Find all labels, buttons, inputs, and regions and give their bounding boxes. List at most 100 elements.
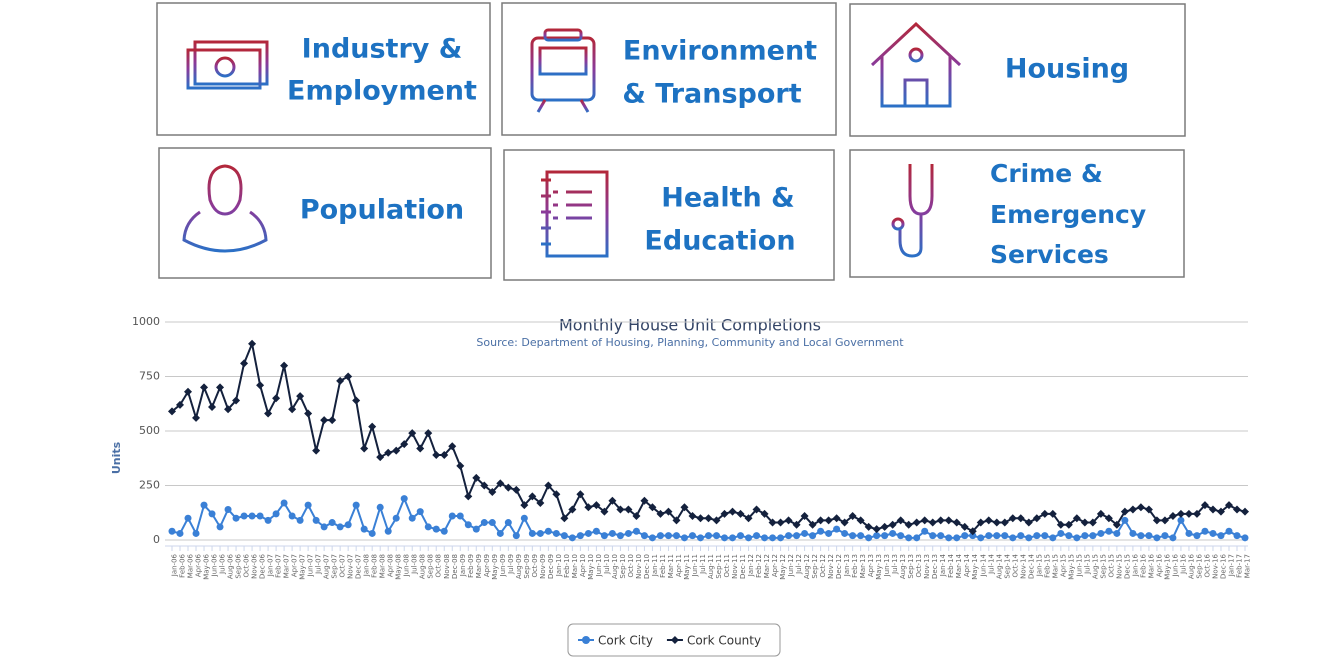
point bbox=[664, 532, 672, 540]
x-tick-label: Feb-16 bbox=[1139, 553, 1147, 577]
point bbox=[936, 516, 945, 525]
point bbox=[1129, 529, 1137, 537]
point bbox=[168, 407, 176, 416]
point bbox=[688, 512, 697, 521]
x-tick-label: Dec-10 bbox=[643, 554, 651, 579]
x-tick-label: Aug-12 bbox=[803, 554, 811, 579]
point bbox=[896, 516, 905, 525]
chart: Monthly House Unit Completions Source: D… bbox=[110, 315, 1252, 657]
y-tick-label: 1000 bbox=[132, 315, 160, 328]
legend-item[interactable]: Cork County bbox=[666, 634, 761, 648]
x-tick-label: Mar-11 bbox=[667, 554, 675, 578]
tile-box[interactable] bbox=[503, 149, 835, 281]
point bbox=[729, 534, 737, 542]
tile[interactable]: Health & Education bbox=[503, 149, 835, 281]
tile[interactable]: Environment & Transport bbox=[501, 2, 837, 136]
tile[interactable]: Housing bbox=[849, 3, 1186, 137]
point bbox=[592, 501, 601, 510]
point bbox=[184, 514, 192, 522]
point bbox=[208, 403, 217, 412]
point bbox=[464, 521, 472, 529]
point bbox=[304, 409, 313, 418]
x-tick-label: Jun-08 bbox=[403, 554, 411, 577]
point bbox=[1080, 518, 1089, 527]
point bbox=[624, 505, 633, 514]
x-tick-label: Oct-08 bbox=[435, 554, 443, 578]
x-tick-label: Aug-10 bbox=[611, 554, 619, 579]
x-tick-label: Dec-15 bbox=[1123, 554, 1131, 579]
tile[interactable]: Industry & Employment bbox=[156, 2, 491, 136]
x-tick-label: Apr-11 bbox=[675, 554, 683, 577]
x-tick-label: Dec-08 bbox=[451, 554, 459, 579]
point bbox=[640, 496, 649, 505]
tile-box[interactable] bbox=[156, 2, 491, 136]
x-tick-label: Apr-16 bbox=[1155, 553, 1163, 577]
point bbox=[400, 495, 408, 503]
x-tick-label: Mar-13 bbox=[859, 554, 867, 578]
point bbox=[536, 529, 544, 537]
x-tick-label: Jun-09 bbox=[499, 554, 507, 577]
x-tick-label: Jan-11 bbox=[651, 554, 659, 577]
point bbox=[768, 518, 777, 527]
point bbox=[760, 509, 769, 518]
point bbox=[737, 532, 745, 540]
point bbox=[384, 448, 393, 457]
legend-label: Cork County bbox=[687, 634, 761, 648]
point bbox=[192, 529, 200, 537]
point bbox=[705, 532, 712, 540]
x-tick-label: Sep-10 bbox=[619, 554, 627, 579]
point bbox=[1201, 527, 1209, 535]
x-tick-label: Feb-09 bbox=[467, 554, 475, 578]
point bbox=[528, 492, 537, 501]
tile-box[interactable] bbox=[501, 2, 837, 136]
point bbox=[833, 525, 841, 533]
point bbox=[1017, 532, 1025, 540]
x-tick-label: Jan-08 bbox=[363, 554, 371, 577]
point bbox=[632, 512, 641, 521]
point bbox=[1024, 518, 1033, 527]
x-tick-label: Jul-09 bbox=[507, 554, 515, 575]
chart-title: Monthly House Unit Completions bbox=[559, 316, 821, 335]
tile[interactable]: Population bbox=[158, 147, 492, 279]
point bbox=[320, 523, 328, 531]
point bbox=[432, 525, 440, 533]
x-tick-label: Jul-12 bbox=[795, 554, 803, 575]
point bbox=[472, 525, 480, 533]
x-tick-label: Nov-15 bbox=[1115, 554, 1123, 579]
point bbox=[784, 516, 793, 525]
point bbox=[640, 532, 648, 540]
point bbox=[456, 461, 465, 470]
point bbox=[216, 523, 224, 531]
point bbox=[777, 534, 785, 542]
point bbox=[1120, 507, 1129, 516]
point bbox=[953, 534, 961, 542]
point bbox=[352, 396, 361, 405]
point bbox=[392, 514, 400, 522]
point bbox=[560, 514, 569, 523]
point bbox=[232, 514, 240, 522]
point bbox=[977, 534, 985, 542]
point bbox=[752, 505, 761, 514]
point bbox=[904, 520, 913, 529]
point bbox=[913, 534, 921, 542]
tile-label: Crime & bbox=[990, 159, 1103, 188]
point bbox=[1057, 529, 1065, 537]
legend-item[interactable]: Cork City bbox=[578, 634, 653, 648]
point bbox=[1048, 509, 1057, 518]
tile-box[interactable] bbox=[849, 3, 1186, 137]
x-tick-label: Apr-08 bbox=[387, 554, 395, 577]
point bbox=[560, 532, 568, 540]
point bbox=[448, 512, 456, 520]
legend-marker bbox=[670, 636, 679, 644]
point bbox=[672, 516, 681, 525]
x-tick-label: Sep-15 bbox=[1099, 554, 1107, 579]
point bbox=[168, 527, 176, 535]
tile[interactable]: Crime & Emergency Services bbox=[849, 149, 1185, 278]
tile-label: & Transport bbox=[622, 79, 801, 110]
x-tick-label: Jul-08 bbox=[411, 554, 419, 575]
x-tick-label: Jan-12 bbox=[747, 554, 755, 577]
point bbox=[945, 534, 953, 542]
point bbox=[496, 479, 505, 488]
point bbox=[312, 516, 320, 524]
legend[interactable]: Cork City Cork County bbox=[567, 623, 781, 657]
